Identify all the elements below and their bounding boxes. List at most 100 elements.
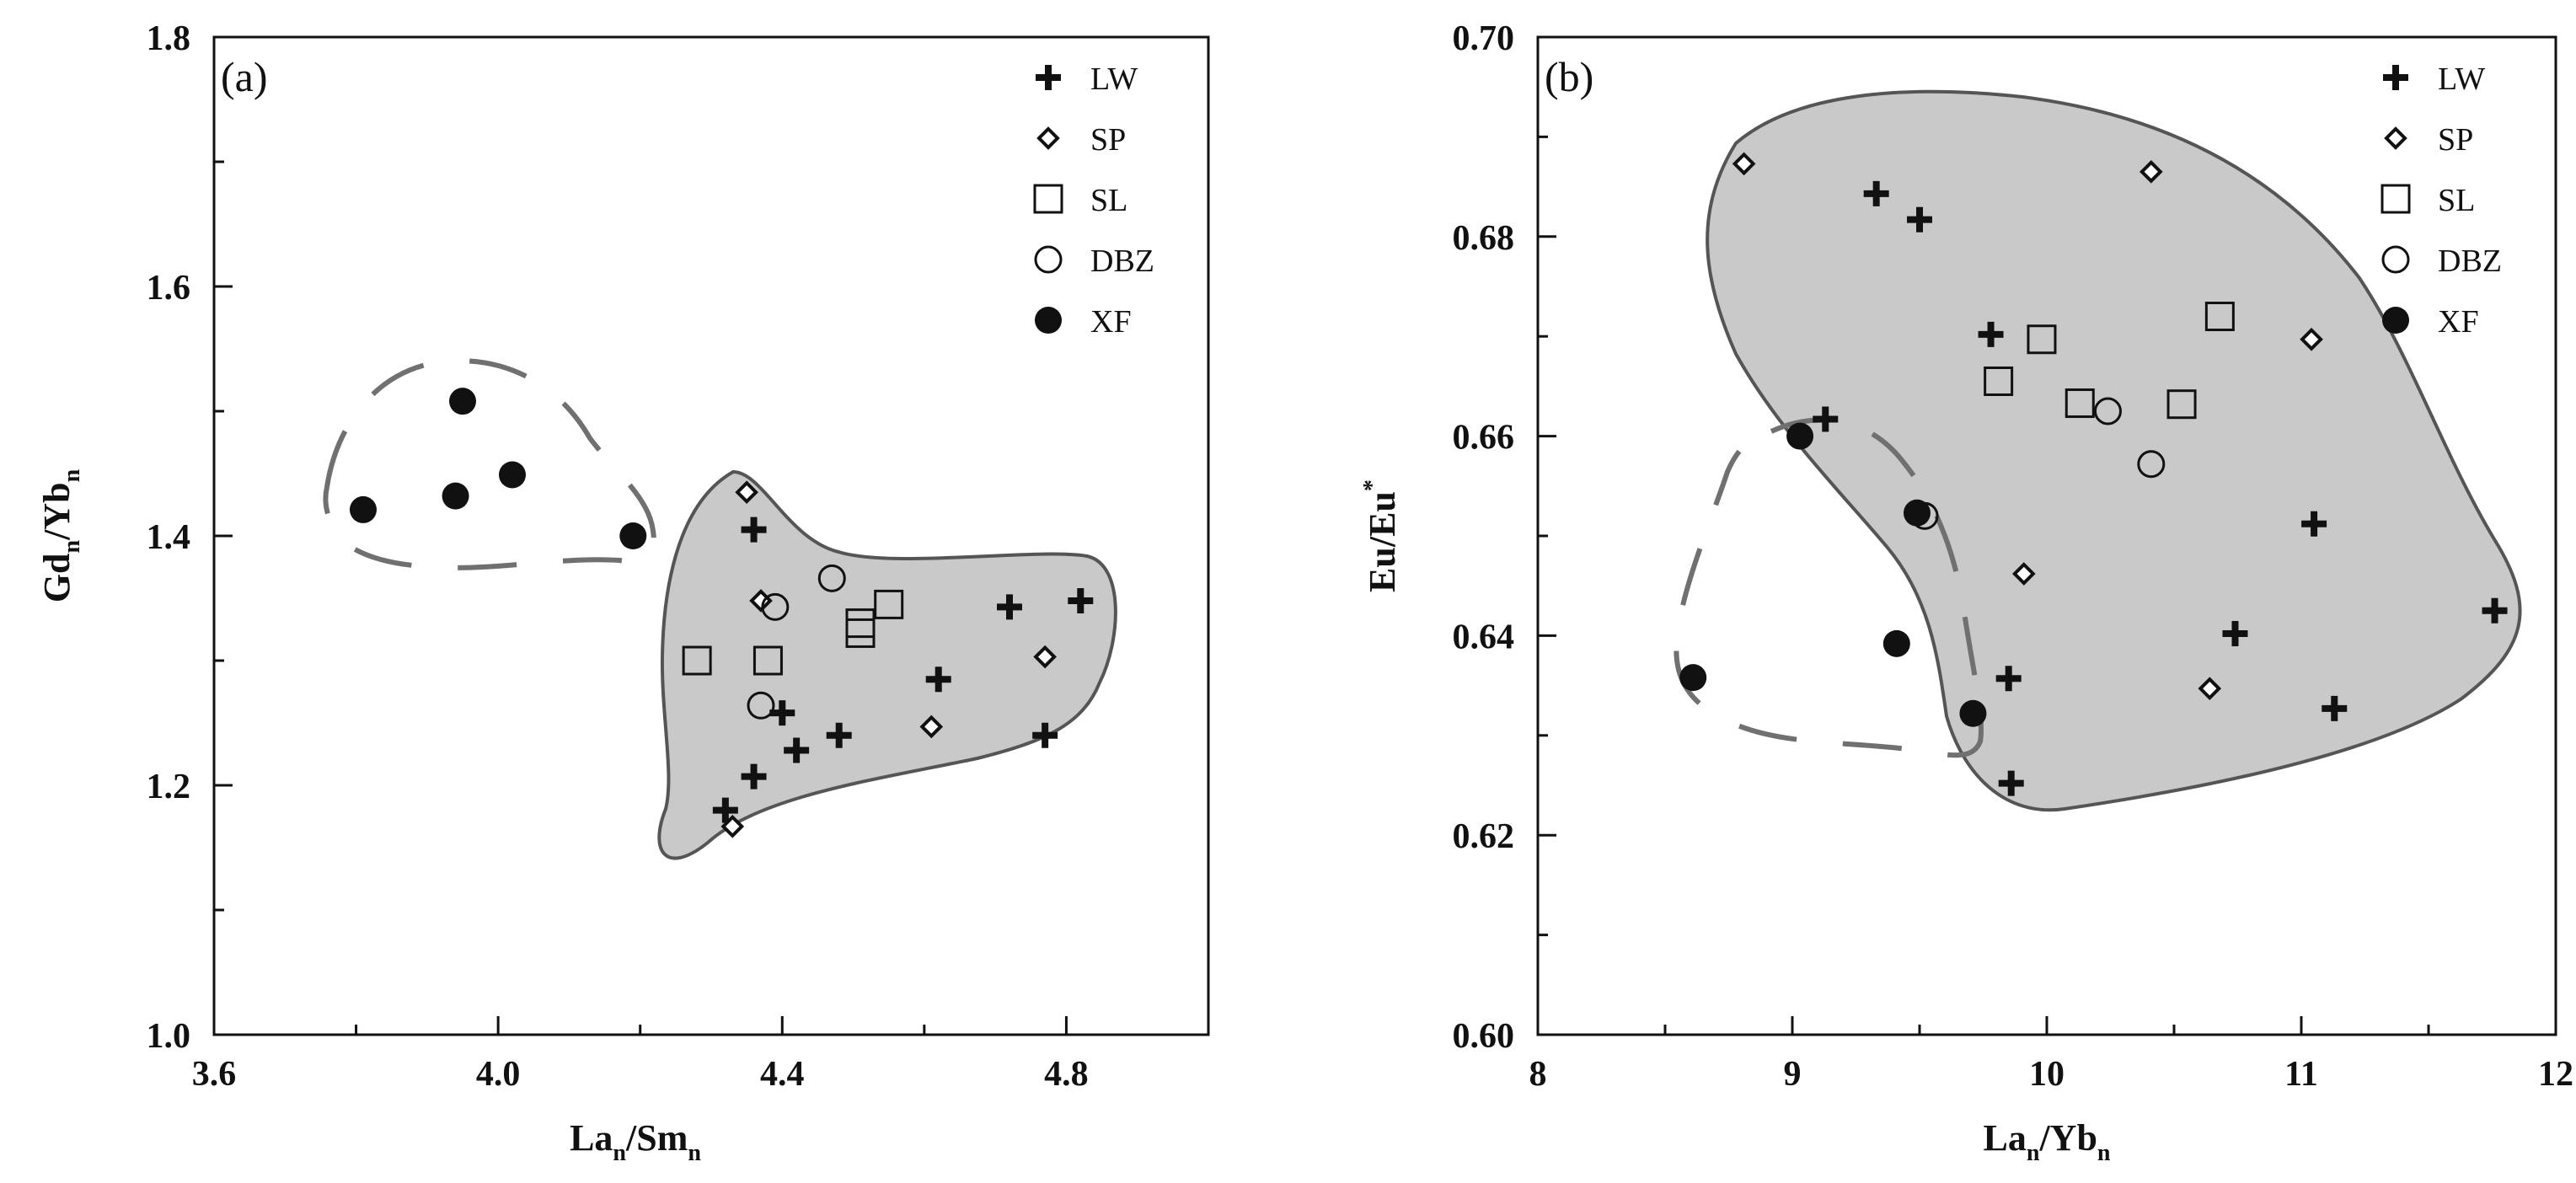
x-tick-label: 3.6 [192, 1055, 237, 1094]
data-point-xf [1786, 422, 1814, 450]
panel-a-y-axis-label: Gdn/Ybn [36, 468, 85, 602]
legend-marker-sl [1033, 184, 1063, 214]
legend-label-sl: SL [2438, 183, 2475, 218]
data-point-xf [1903, 499, 1931, 527]
data-point-xf [1882, 629, 1910, 657]
panel-a-data-points [350, 388, 1094, 838]
panel-a-chart: 3.6 4.0 4.4 4.8 1.0 1.2 1.4 1.6 1.8 (a) LW SP SL DB… [36, 19, 1210, 1166]
legend-label-sl: SL [1090, 183, 1127, 218]
y-tick-label: 1.4 [147, 518, 191, 557]
legend-marker-sp [1036, 126, 1060, 150]
data-point-xf [442, 482, 469, 510]
data-point-lw [2322, 695, 2348, 721]
data-point-xf [1959, 699, 1987, 727]
panel-a-legend: LW SP SL DBZ XF [1033, 62, 1154, 340]
panel-b-x-axis-label: Lan/Ybn [1984, 1117, 2111, 1166]
data-point-lw [997, 594, 1022, 620]
data-point-sp [2198, 677, 2222, 700]
y-tick-label: 0.62 [1453, 817, 1515, 856]
legend-label-lw: LW [1090, 62, 1138, 97]
panel-b-dashed-field [1674, 417, 1984, 758]
data-point-sp [735, 480, 758, 505]
panel-b-tick-labels: 8 9 10 11 12 0.60 0.62 0.64 0.66 0.68 0.70 [1453, 19, 2574, 1094]
panel-b-shaded-field [1706, 89, 2522, 812]
panel-b-y-axis-label: Eu/Eu* [1359, 479, 1403, 592]
data-point-sp [919, 715, 944, 739]
y-tick-label: 0.68 [1453, 219, 1515, 258]
data-point-sp [2011, 562, 2036, 586]
legend-label-dbz: DBZ [1090, 244, 1154, 279]
data-point-lw [826, 722, 852, 748]
panel-a-tick-labels: 3.6 4.0 4.4 4.8 1.0 1.2 1.4 1.6 1.8 [147, 19, 1089, 1094]
legend-label-xf: XF [1090, 304, 1132, 340]
data-point-sl [874, 589, 904, 619]
panel-a-x-axis-label: Lan/Smn [570, 1117, 701, 1166]
data-point-lw [741, 517, 767, 543]
panel-a-ticks [212, 35, 1068, 1036]
y-tick-label: 0.70 [1453, 19, 1515, 58]
data-point-sp [1033, 645, 1057, 669]
y-tick-label: 0.64 [1453, 618, 1515, 656]
data-point-lw [2301, 511, 2327, 537]
data-point-lw [741, 763, 767, 790]
legend-marker-sp [2384, 126, 2407, 150]
legend-marker-lw [2383, 65, 2408, 90]
x-tick-label: 11 [2284, 1055, 2318, 1094]
data-point-xf [1679, 664, 1707, 692]
data-point-xf [350, 495, 377, 523]
data-point-xf [449, 388, 476, 415]
data-point-lw [1907, 206, 1932, 233]
y-tick-label: 0.60 [1453, 1017, 1515, 1056]
x-tick-label: 9 [1784, 1055, 1802, 1094]
data-point-sp [1732, 152, 1756, 176]
panel-b-label: (b) [1545, 53, 1593, 100]
x-tick-label: 10 [2029, 1055, 2065, 1094]
data-point-dbz [747, 691, 775, 720]
data-point-sl [2065, 388, 2095, 419]
data-point-sl [682, 645, 712, 676]
data-point-dbz [817, 564, 846, 592]
legend-label-sp: SP [2438, 122, 2473, 158]
data-point-dbz [761, 592, 790, 621]
x-tick-label: 4.0 [476, 1055, 521, 1094]
y-tick-label: 0.66 [1453, 419, 1515, 458]
legend-label-sp: SP [1090, 122, 1126, 158]
legend-marker-xf [2382, 307, 2409, 334]
data-point-lw [1813, 406, 1839, 432]
x-tick-label: 8 [1529, 1055, 1547, 1094]
panel-a-label: (a) [221, 53, 268, 100]
data-point-lw [769, 700, 795, 726]
data-point-lw [2222, 621, 2248, 647]
data-point-sl [1984, 366, 2014, 396]
panel-a-dashed-field [323, 358, 656, 570]
legend-label-lw: LW [2438, 62, 2485, 97]
data-point-lw [1068, 587, 1094, 613]
x-tick-label: 4.8 [1044, 1055, 1089, 1094]
panel-b-legend: LW SP SL DBZ XF [2381, 62, 2502, 340]
x-tick-label: 12 [2538, 1055, 2573, 1094]
y-tick-label: 1.2 [147, 768, 191, 806]
data-point-xf [499, 461, 526, 489]
data-point-lw [1995, 666, 2022, 692]
panel-a-shaded-field [657, 469, 1117, 860]
y-tick-label: 1.8 [147, 19, 191, 58]
data-point-sp [720, 815, 745, 838]
legend-label-xf: XF [2438, 304, 2479, 340]
data-point-sl [2204, 302, 2235, 332]
data-point-dbz [2093, 397, 2122, 426]
y-tick-label: 1.6 [147, 269, 191, 308]
legend-label-dbz: DBZ [2438, 244, 2502, 279]
data-point-sp [2139, 160, 2163, 184]
y-tick-label: 1.0 [147, 1017, 191, 1056]
x-tick-label: 4.4 [760, 1055, 805, 1094]
data-point-lw [1032, 722, 1058, 748]
data-point-lw [2482, 597, 2508, 624]
legend-marker-dbz [2381, 245, 2410, 274]
data-point-xf [619, 522, 647, 549]
data-point-sl [845, 618, 876, 648]
panel-b-chart: 8 9 10 11 12 0.60 0.62 0.64 0.66 0.68 0.70 (b) LW S… [1359, 19, 2573, 1166]
data-point-lw [1998, 770, 2024, 796]
panel-b-data-points [1679, 152, 2508, 796]
data-point-sl [2027, 324, 2057, 355]
